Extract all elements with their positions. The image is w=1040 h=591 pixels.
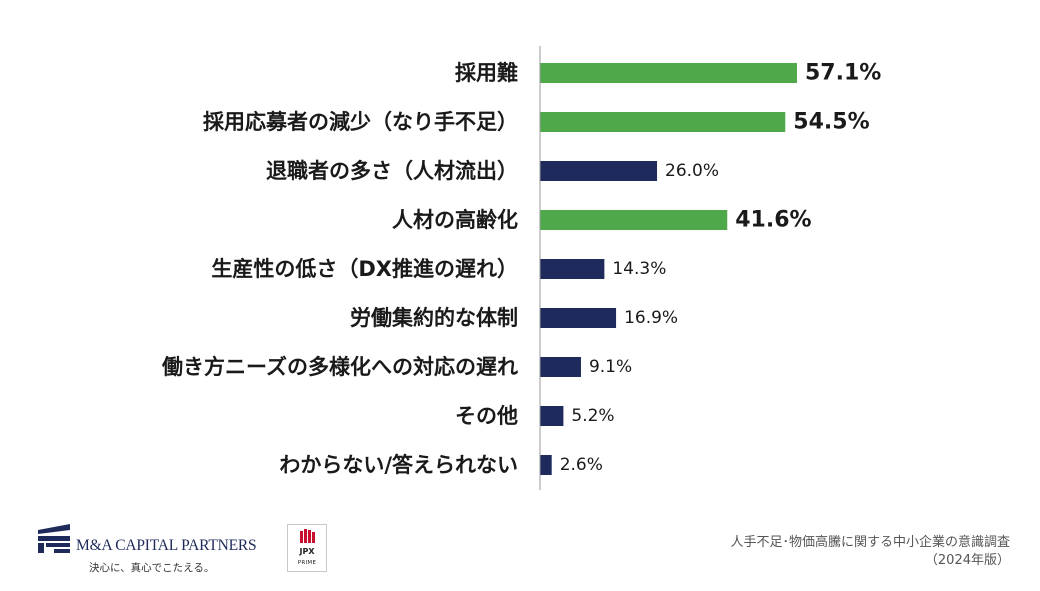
category-label: 労働集約的な体制 xyxy=(350,306,518,330)
category-label: わからない/答えられない xyxy=(279,453,518,477)
bar xyxy=(540,455,552,475)
value-label: 41.6% xyxy=(735,208,811,233)
bar xyxy=(540,406,564,426)
category-label: 退職者の多さ（人材流出） xyxy=(266,159,518,183)
bar xyxy=(540,63,797,83)
value-label: 14.3% xyxy=(612,259,666,279)
source-year: （2024年版） xyxy=(924,553,1010,568)
category-label: 人材の高齢化 xyxy=(392,208,518,232)
category-label: 採用応募者の減少（なり手不足） xyxy=(203,110,518,134)
category-label: 生産性の低さ（DX推進の遅れ） xyxy=(211,257,518,281)
value-label: 2.6% xyxy=(560,455,603,475)
company-tagline: 決心に、真心でこたえる。 xyxy=(89,562,215,574)
bar xyxy=(540,210,728,230)
bar xyxy=(540,259,605,279)
bar xyxy=(540,357,581,377)
chart-svg: 採用難 57.1% 採用応募者の減少（なり手不足） 54.5% 退職者の多さ（人材流出）… xyxy=(161,46,881,490)
jpx-mark-icon xyxy=(300,529,315,543)
bar-chart: 採用難 57.1% 採用応募者の減少（なり手不足） 54.5% 退職者の多さ（人材流出）… xyxy=(161,46,881,490)
source-note: 人手不足･物価高騰に関する中小企業の意識調査 （2024年版） xyxy=(730,534,1010,570)
company-logo-mark-icon xyxy=(38,524,70,553)
jpx-label: JPX xyxy=(299,547,315,556)
value-label: 5.2% xyxy=(571,406,614,426)
category-label: その他 xyxy=(455,404,518,428)
company-logo: M&A CAPITAL PARTNERS 決心に、真心でこたえる。 xyxy=(34,522,274,578)
jpx-sub-label: PRIME xyxy=(297,560,317,566)
value-label: 16.9% xyxy=(624,308,678,328)
value-label: 57.1% xyxy=(805,61,881,86)
company-name: M&A CAPITAL PARTNERS xyxy=(76,537,257,554)
source-title: 人手不足･物価高騰に関する中小企業の意識調査 xyxy=(730,535,1010,550)
category-label: 採用難 xyxy=(455,61,518,85)
category-label: 働き方ニーズの多様化への対応の遅れ xyxy=(161,355,518,379)
bar xyxy=(540,161,658,181)
bar xyxy=(540,112,786,132)
value-label: 54.5% xyxy=(793,110,869,135)
bar xyxy=(540,308,617,328)
value-label: 9.1% xyxy=(589,357,632,377)
value-label: 26.0% xyxy=(665,161,719,181)
jpx-prime-badge: JPX PRIME xyxy=(287,524,327,572)
